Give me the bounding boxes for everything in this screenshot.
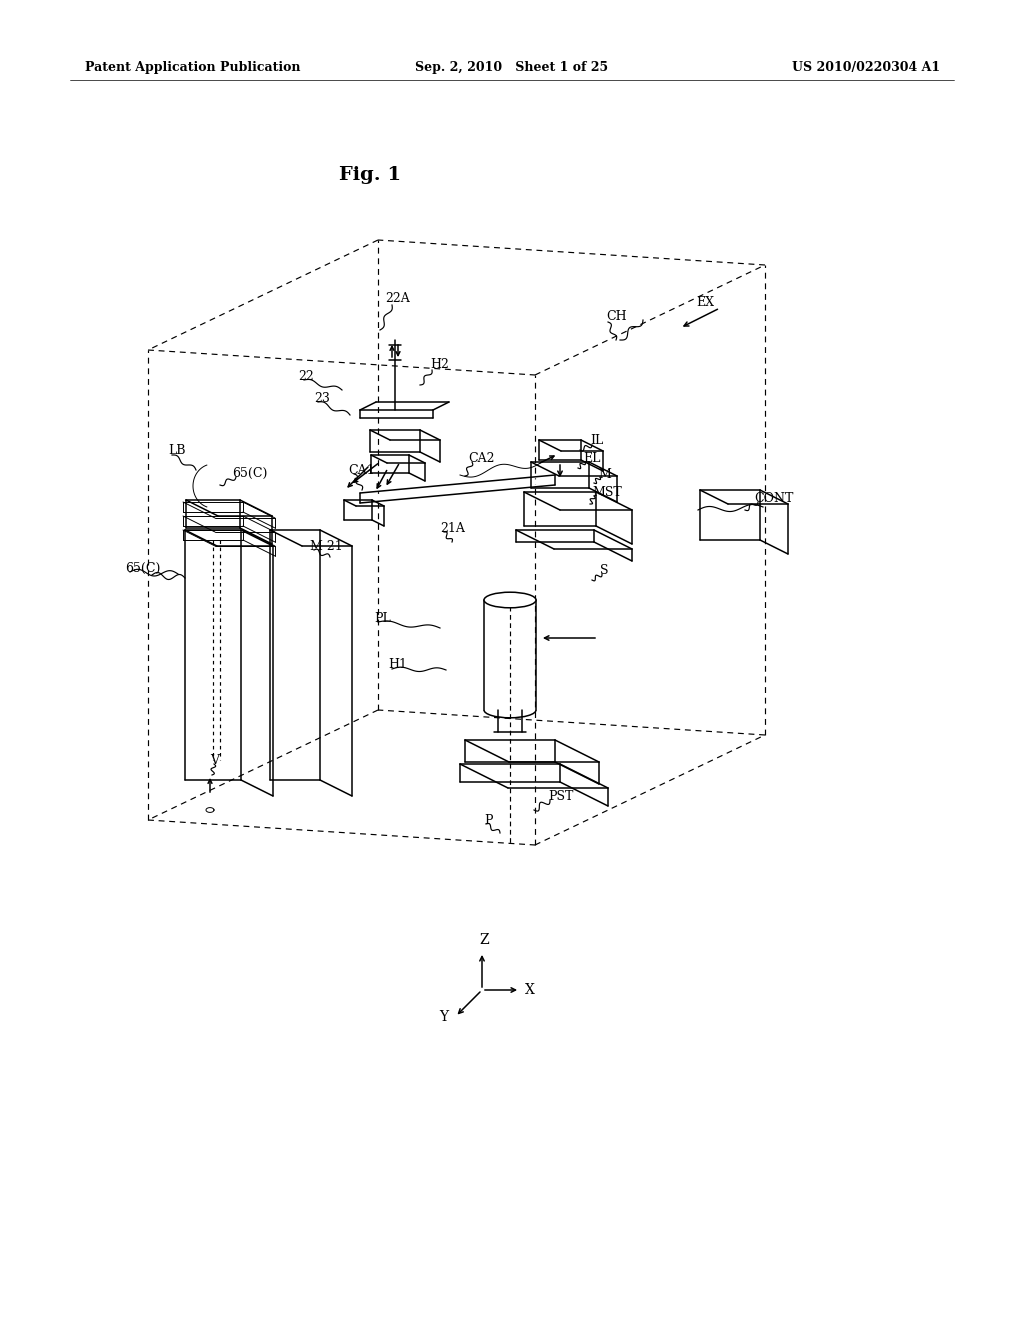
Text: M 21: M 21 xyxy=(310,540,343,553)
Text: Y: Y xyxy=(439,1010,447,1023)
Text: H1: H1 xyxy=(388,659,407,672)
Text: 22: 22 xyxy=(298,370,313,383)
Text: CH: CH xyxy=(606,309,627,322)
Text: Patent Application Publication: Patent Application Publication xyxy=(85,62,300,74)
Text: PL: PL xyxy=(374,611,391,624)
Text: H2: H2 xyxy=(430,359,449,371)
Text: X: X xyxy=(525,983,535,997)
Ellipse shape xyxy=(484,593,536,607)
Text: V: V xyxy=(210,754,219,767)
Text: 65(C): 65(C) xyxy=(232,466,267,479)
Text: IL: IL xyxy=(590,433,603,446)
Text: PST: PST xyxy=(548,789,573,803)
Text: EX: EX xyxy=(696,296,714,309)
Text: LB: LB xyxy=(168,444,185,457)
Text: Sep. 2, 2010   Sheet 1 of 25: Sep. 2, 2010 Sheet 1 of 25 xyxy=(416,62,608,74)
Text: Fig. 1: Fig. 1 xyxy=(339,166,401,183)
Text: CONT: CONT xyxy=(754,491,794,504)
Text: 21A: 21A xyxy=(440,521,465,535)
Text: S: S xyxy=(600,564,608,577)
Text: US 2010/0220304 A1: US 2010/0220304 A1 xyxy=(792,62,940,74)
Text: M: M xyxy=(598,467,611,480)
Text: 23: 23 xyxy=(314,392,330,404)
Text: 22A: 22A xyxy=(385,292,410,305)
Text: 65(C): 65(C) xyxy=(125,561,161,574)
Text: MST: MST xyxy=(592,486,622,499)
Text: P: P xyxy=(484,813,493,826)
Text: CA1: CA1 xyxy=(348,463,375,477)
Text: EL: EL xyxy=(583,451,600,465)
Text: Z: Z xyxy=(479,933,488,946)
Text: CA2: CA2 xyxy=(468,451,495,465)
